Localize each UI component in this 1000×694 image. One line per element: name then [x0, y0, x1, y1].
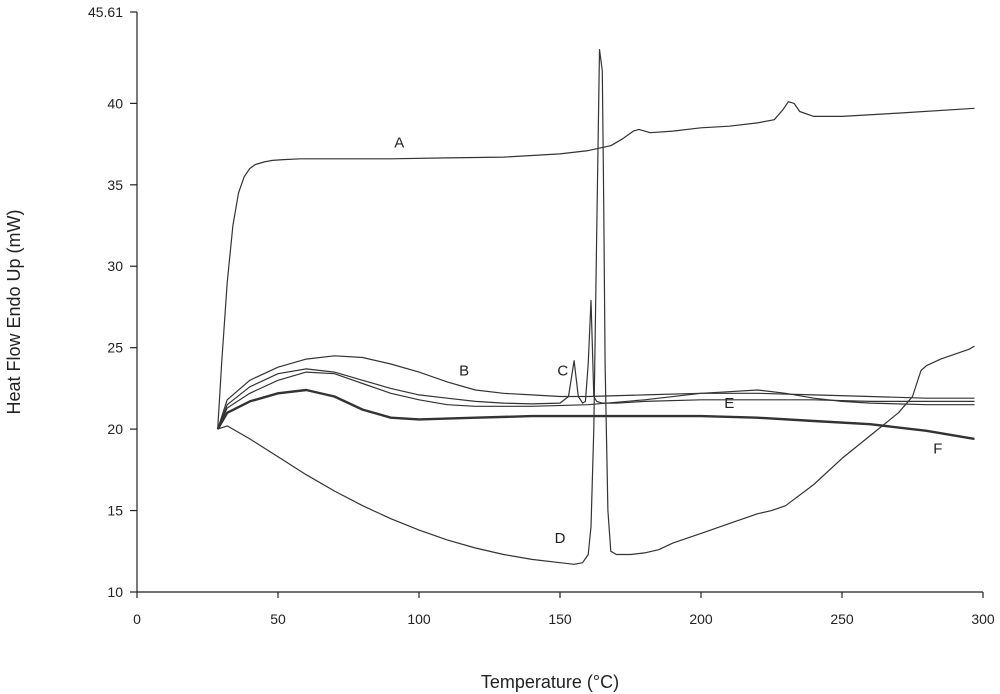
y-tick-label: 35 — [107, 177, 123, 193]
series-line-a — [217, 101, 975, 430]
series-label-e: E — [724, 395, 734, 412]
x-tick-label: 0 — [133, 611, 141, 627]
series-label-c: C — [557, 362, 568, 379]
x-tick-label: 150 — [548, 611, 572, 627]
series-line-c — [217, 299, 975, 430]
series-line-b — [217, 355, 975, 430]
y-tick-label: 25 — [107, 340, 123, 356]
series-label-d: D — [555, 530, 566, 547]
y-tick-label: 30 — [107, 258, 123, 274]
series-line-f — [216, 388, 975, 441]
x-ticks: 0 50 100 150 200 250 300 — [133, 592, 995, 627]
series-labels: A B C D E F — [394, 134, 942, 547]
x-tick-label: 50 — [270, 611, 286, 627]
y-tick-label: 10 — [107, 584, 123, 600]
x-tick-label: 250 — [830, 611, 854, 627]
y-tick-label: 40 — [107, 95, 123, 111]
series-label-f: F — [933, 441, 942, 458]
x-tick-label: 100 — [407, 611, 431, 627]
y-axis-title: Heat Flow Endo Up (mW) — [4, 209, 24, 414]
series-group — [216, 49, 975, 565]
y-tick-label: 20 — [107, 421, 123, 437]
axes — [136, 12, 983, 593]
series-label-b: B — [459, 362, 469, 379]
series-line-d — [217, 49, 975, 565]
y-ticks: 10 15 20 25 30 35 40 45.61 — [88, 4, 137, 600]
x-tick-label: 200 — [689, 611, 713, 627]
series-line-e — [217, 371, 975, 430]
y-tick-label: 45.61 — [88, 4, 123, 20]
x-axis-title: Temperature (°C) — [481, 672, 619, 692]
y-tick-label: 15 — [107, 503, 123, 519]
x-tick-label: 300 — [971, 611, 995, 627]
series-label-a: A — [394, 134, 404, 151]
